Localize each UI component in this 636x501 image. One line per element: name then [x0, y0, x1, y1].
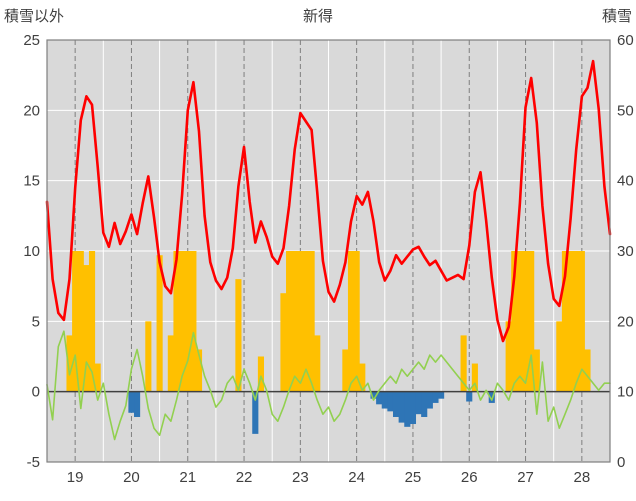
blue-bars — [398, 391, 405, 423]
x-axis-tick-label: 26 — [461, 469, 478, 486]
right-axis-tick-label: 10 — [617, 384, 634, 401]
orange-bars — [66, 335, 73, 392]
x-axis-tick-label: 21 — [179, 469, 196, 486]
orange-bars — [88, 251, 96, 392]
blue-bars — [392, 391, 400, 417]
orange-bars — [297, 251, 304, 392]
x-axis-tick-label: 22 — [236, 469, 253, 486]
plot-border — [46, 39, 611, 463]
orange-bars — [359, 363, 366, 392]
x-axis-tick-label: 24 — [348, 469, 365, 486]
right-axis-tick-label: 30 — [617, 243, 634, 260]
blue-bars — [421, 391, 428, 417]
orange-bars — [257, 356, 265, 392]
blue-bars — [128, 391, 135, 413]
orange-bars — [286, 251, 293, 392]
green-line — [46, 330, 611, 441]
blue-bars — [387, 391, 394, 412]
blue-bars — [432, 391, 439, 403]
orange-bars — [77, 251, 84, 392]
orange-bars — [314, 335, 321, 392]
orange-bars — [145, 321, 152, 392]
orange-bars — [195, 349, 203, 392]
left-axis-tick-label: -5 — [27, 454, 40, 471]
orange-bars — [173, 251, 180, 392]
orange-bars — [505, 321, 512, 392]
orange-bars — [353, 251, 360, 392]
x-axis-tick-label: 25 — [405, 469, 422, 486]
blue-bars — [466, 391, 473, 402]
orange-bars — [460, 335, 467, 392]
left-axis-tick-label: 5 — [32, 313, 40, 330]
x-axis-tick-label: 19 — [67, 469, 84, 486]
blue-bars — [426, 391, 433, 409]
x-axis-tick-label: 20 — [123, 469, 140, 486]
blue-bars — [370, 391, 377, 399]
blue-bars — [438, 391, 445, 399]
x-axis-tick-label: 23 — [292, 469, 309, 486]
right-axis-tick-label: 40 — [617, 173, 634, 190]
blue-bars — [415, 391, 422, 415]
orange-bars — [471, 363, 478, 392]
orange-bars — [573, 251, 580, 392]
orange-bars — [291, 251, 298, 392]
blue-bars — [404, 391, 411, 427]
orange-bars — [511, 251, 518, 392]
x-axis-tick-label: 27 — [517, 469, 534, 486]
orange-bars — [584, 349, 591, 392]
orange-bars — [567, 251, 574, 392]
orange-bars — [280, 293, 287, 392]
orange-bars — [179, 251, 186, 392]
orange-bars — [72, 251, 79, 392]
orange-bars — [522, 251, 529, 392]
left-axis-tick-label: 15 — [23, 173, 40, 190]
blue-bars — [134, 391, 141, 417]
orange-bars — [342, 349, 349, 392]
left-axis-tick-label: 0 — [32, 384, 40, 401]
x-axis-tick-label: 28 — [574, 469, 591, 486]
orange-bars — [184, 251, 191, 392]
orange-bars — [235, 279, 242, 392]
orange-bars — [533, 349, 540, 392]
orange-bars — [308, 251, 315, 392]
orange-bars — [83, 265, 90, 392]
blue-bars — [252, 391, 259, 434]
chart-title: 新得 — [302, 8, 333, 25]
right-axis-tick-label: 50 — [617, 102, 634, 119]
right-axis-title: 積雪 — [601, 8, 632, 25]
chart-header: 積雪以外 新得 積雪 — [0, 5, 636, 27]
orange-bars — [156, 255, 163, 392]
right-axis-tick-label: 0 — [617, 454, 625, 471]
orange-bars — [94, 363, 101, 392]
blue-bars — [488, 391, 495, 403]
orange-bars — [516, 251, 523, 392]
left-axis-tick-label: 10 — [23, 243, 40, 260]
blue-bars — [376, 391, 383, 405]
orange-bars — [302, 251, 310, 392]
left-axis-tick-label: 20 — [23, 102, 40, 119]
left-axis-tick-label: 25 — [23, 32, 40, 49]
orange-bars — [347, 251, 355, 392]
orange-bars — [578, 251, 585, 392]
orange-bars — [528, 251, 535, 392]
right-axis-tick-label: 60 — [617, 32, 634, 49]
blue-bars — [381, 391, 388, 409]
red-line — [45, 59, 612, 343]
blue-bars — [409, 391, 417, 425]
right-axis-tick-label: 20 — [617, 313, 634, 330]
orange-bars — [167, 335, 174, 392]
orange-bars — [556, 321, 563, 392]
left-axis-title: 積雪以外 — [4, 8, 65, 25]
orange-bars — [561, 251, 569, 392]
orange-bars — [190, 251, 197, 392]
